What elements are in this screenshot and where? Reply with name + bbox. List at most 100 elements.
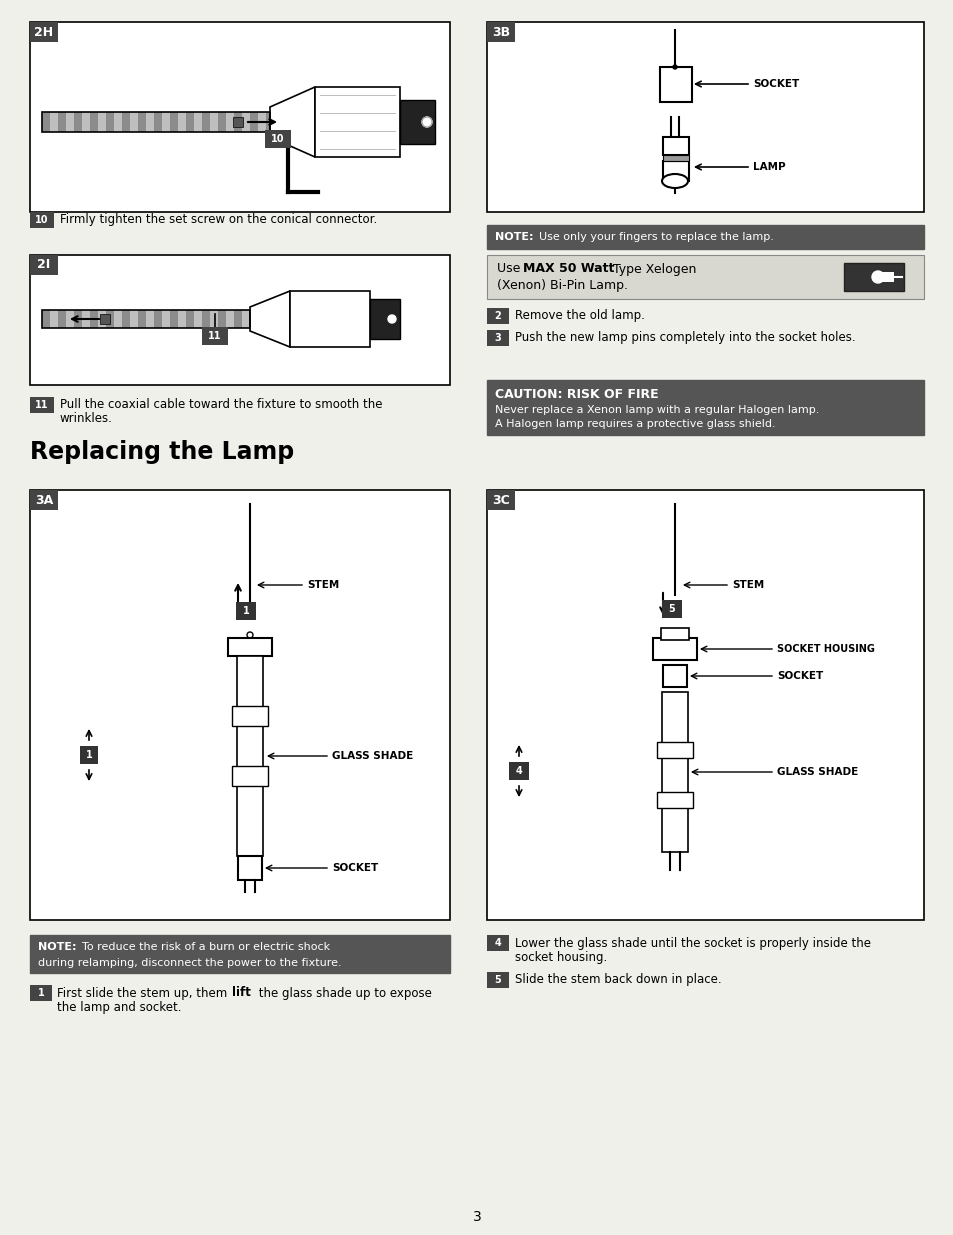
Bar — [138, 112, 146, 132]
Bar — [266, 112, 274, 132]
Text: Remove the old lamp.: Remove the old lamp. — [515, 310, 644, 322]
Bar — [314, 86, 399, 157]
Bar — [178, 112, 186, 132]
Bar — [106, 112, 113, 132]
Bar — [42, 310, 50, 329]
Bar — [98, 112, 106, 132]
Text: Use: Use — [497, 263, 524, 275]
Polygon shape — [250, 291, 290, 347]
Bar — [226, 310, 233, 329]
Bar — [193, 112, 202, 132]
Bar — [486, 380, 923, 435]
Text: the glass shade up to expose: the glass shade up to expose — [254, 987, 432, 999]
Text: (Xenon) Bi-Pin Lamp.: (Xenon) Bi-Pin Lamp. — [497, 279, 627, 291]
Bar — [80, 746, 98, 764]
Bar — [662, 137, 688, 156]
Text: 5: 5 — [668, 604, 675, 614]
Text: First slide the stem up, them: First slide the stem up, them — [57, 987, 231, 999]
Text: 3A: 3A — [35, 494, 53, 506]
Bar — [210, 310, 218, 329]
Bar — [486, 490, 923, 920]
Bar — [235, 601, 255, 620]
Bar — [138, 310, 146, 329]
Bar — [50, 310, 58, 329]
Bar — [30, 986, 52, 1002]
Polygon shape — [270, 86, 314, 157]
Bar — [186, 112, 193, 132]
Text: SOCKET: SOCKET — [752, 79, 799, 89]
Bar — [106, 310, 113, 329]
Bar — [146, 310, 153, 329]
Bar — [130, 310, 138, 329]
Text: during relamping, disconnect the power to the fixture.: during relamping, disconnect the power t… — [38, 958, 341, 968]
Text: 1: 1 — [86, 750, 92, 760]
Bar — [657, 792, 692, 808]
Bar — [146, 112, 153, 132]
Bar — [210, 112, 218, 132]
Bar — [90, 310, 98, 329]
Bar — [130, 112, 138, 132]
Text: To reduce the risk of a burn or electric shock: To reduce the risk of a burn or electric… — [82, 942, 330, 952]
Text: Use only your fingers to replace the lamp.: Use only your fingers to replace the lam… — [538, 232, 773, 242]
Ellipse shape — [661, 174, 687, 188]
Text: Replacing the Lamp: Replacing the Lamp — [30, 440, 294, 464]
Text: GLASS SHADE: GLASS SHADE — [332, 751, 413, 761]
Text: 3C: 3C — [492, 494, 509, 506]
Text: 5: 5 — [494, 974, 501, 986]
Bar — [486, 330, 509, 346]
Bar — [662, 161, 688, 182]
Text: GLASS SHADE: GLASS SHADE — [776, 767, 858, 777]
Bar — [74, 310, 82, 329]
Text: Firmly tighten the set screw on the conical connector.: Firmly tighten the set screw on the coni… — [60, 214, 376, 226]
Bar — [237, 856, 262, 881]
Bar — [370, 299, 399, 338]
Bar — [42, 112, 270, 132]
Bar — [122, 112, 130, 132]
Text: 4: 4 — [515, 766, 522, 776]
Bar — [242, 112, 250, 132]
Bar — [90, 112, 98, 132]
Text: 3: 3 — [494, 333, 501, 343]
Bar — [486, 254, 923, 299]
Text: wrinkles.: wrinkles. — [60, 412, 112, 426]
Bar — [98, 310, 106, 329]
Bar — [290, 291, 370, 347]
Bar — [162, 112, 170, 132]
Bar — [82, 112, 90, 132]
Text: LAMP: LAMP — [752, 162, 785, 172]
Bar — [486, 22, 923, 212]
Bar — [42, 112, 50, 132]
Bar — [218, 112, 226, 132]
Text: SOCKET HOUSING: SOCKET HOUSING — [776, 643, 874, 655]
Bar — [202, 327, 228, 345]
Text: 11: 11 — [35, 400, 49, 410]
Text: 2I: 2I — [37, 258, 51, 272]
Text: Never replace a Xenon lamp with a regular Halogen lamp.: Never replace a Xenon lamp with a regula… — [495, 405, 819, 415]
Bar — [30, 254, 58, 275]
Bar — [232, 766, 268, 785]
Bar — [193, 310, 202, 329]
Text: MAX 50 Watt: MAX 50 Watt — [522, 263, 614, 275]
Bar — [233, 112, 242, 132]
Text: Type Xelogen: Type Xelogen — [608, 263, 696, 275]
Text: 1: 1 — [242, 606, 249, 616]
Text: 2: 2 — [494, 311, 501, 321]
Text: A Halogen lamp requires a protective glass shield.: A Halogen lamp requires a protective gla… — [495, 419, 775, 429]
Bar — [113, 112, 122, 132]
Bar — [122, 310, 130, 329]
Bar — [58, 310, 66, 329]
Text: Slide the stem back down in place.: Slide the stem back down in place. — [515, 973, 720, 987]
Text: 3: 3 — [472, 1210, 481, 1224]
Bar — [186, 310, 193, 329]
Circle shape — [672, 65, 677, 69]
Bar — [30, 490, 58, 510]
Bar — [877, 272, 893, 282]
Bar — [162, 310, 170, 329]
Bar — [250, 112, 257, 132]
Text: STEM: STEM — [307, 580, 339, 590]
Bar — [486, 22, 515, 42]
Bar — [661, 600, 681, 618]
Bar — [659, 67, 691, 103]
Bar — [399, 100, 435, 144]
Bar — [232, 706, 268, 726]
